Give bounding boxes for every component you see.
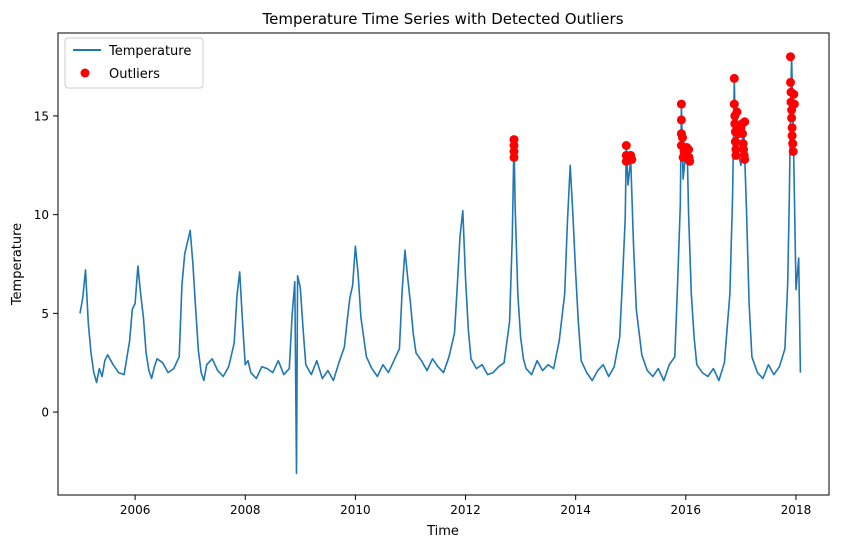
x-tick-label: 2010 bbox=[340, 503, 371, 517]
outlier-point bbox=[730, 137, 740, 147]
outlier-point bbox=[789, 99, 799, 109]
x-tick-label: 2008 bbox=[230, 503, 261, 517]
x-axis-label: Time bbox=[426, 524, 459, 539]
outlier-point bbox=[684, 145, 694, 154]
legend: Temperature Outliers bbox=[64, 37, 204, 89]
outlier-point bbox=[787, 113, 797, 123]
outlier-point bbox=[738, 129, 747, 139]
legend-outliers-label: Outliers bbox=[109, 67, 160, 82]
outlier-point bbox=[729, 99, 739, 109]
outlier-point bbox=[788, 139, 798, 149]
x-tick-label: 2012 bbox=[450, 503, 481, 517]
outlier-point bbox=[788, 147, 798, 156]
x-tick-label: 2006 bbox=[120, 503, 151, 517]
legend-temperature-label: Temperature bbox=[108, 44, 191, 59]
outlier-point bbox=[676, 99, 686, 109]
temperature-line bbox=[79, 55, 802, 475]
axes-frame bbox=[57, 32, 830, 496]
outlier-point bbox=[731, 150, 741, 160]
x-tick-label: 2018 bbox=[781, 503, 812, 517]
outlier-point bbox=[676, 115, 686, 125]
x-axis: 2006 2008 2010 2012 2014 2016 2018 bbox=[120, 495, 811, 517]
outlier-point bbox=[786, 77, 795, 87]
x-tick-label: 2014 bbox=[560, 503, 591, 517]
y-axis: 0 5 10 15 bbox=[34, 109, 58, 420]
outlier-point bbox=[740, 154, 750, 164]
outlier-point bbox=[729, 73, 739, 83]
outlier-point bbox=[786, 52, 795, 62]
plot-area bbox=[57, 32, 830, 496]
outlier-points-layer bbox=[509, 52, 799, 166]
chart-title: Temperature Time Series with Detected Ou… bbox=[261, 10, 623, 28]
outlier-point bbox=[509, 152, 519, 162]
outlier-point bbox=[732, 107, 742, 117]
outlier-point bbox=[678, 133, 687, 143]
temperature-series-layer bbox=[79, 55, 802, 475]
legend-outliers-marker bbox=[80, 68, 90, 78]
outlier-point bbox=[740, 117, 750, 127]
outlier-point bbox=[621, 141, 631, 150]
outlier-point bbox=[787, 131, 797, 141]
outlier-point bbox=[789, 89, 799, 99]
y-tick-label: 10 bbox=[34, 208, 49, 222]
y-tick-label: 0 bbox=[41, 406, 49, 420]
outlier-point bbox=[787, 123, 797, 133]
y-tick-label: 15 bbox=[34, 109, 49, 123]
outlier-point bbox=[627, 154, 637, 164]
y-tick-label: 5 bbox=[41, 307, 49, 321]
outlier-point bbox=[685, 156, 695, 166]
y-axis-label: Temperature bbox=[10, 223, 25, 306]
x-tick-label: 2016 bbox=[671, 503, 702, 517]
